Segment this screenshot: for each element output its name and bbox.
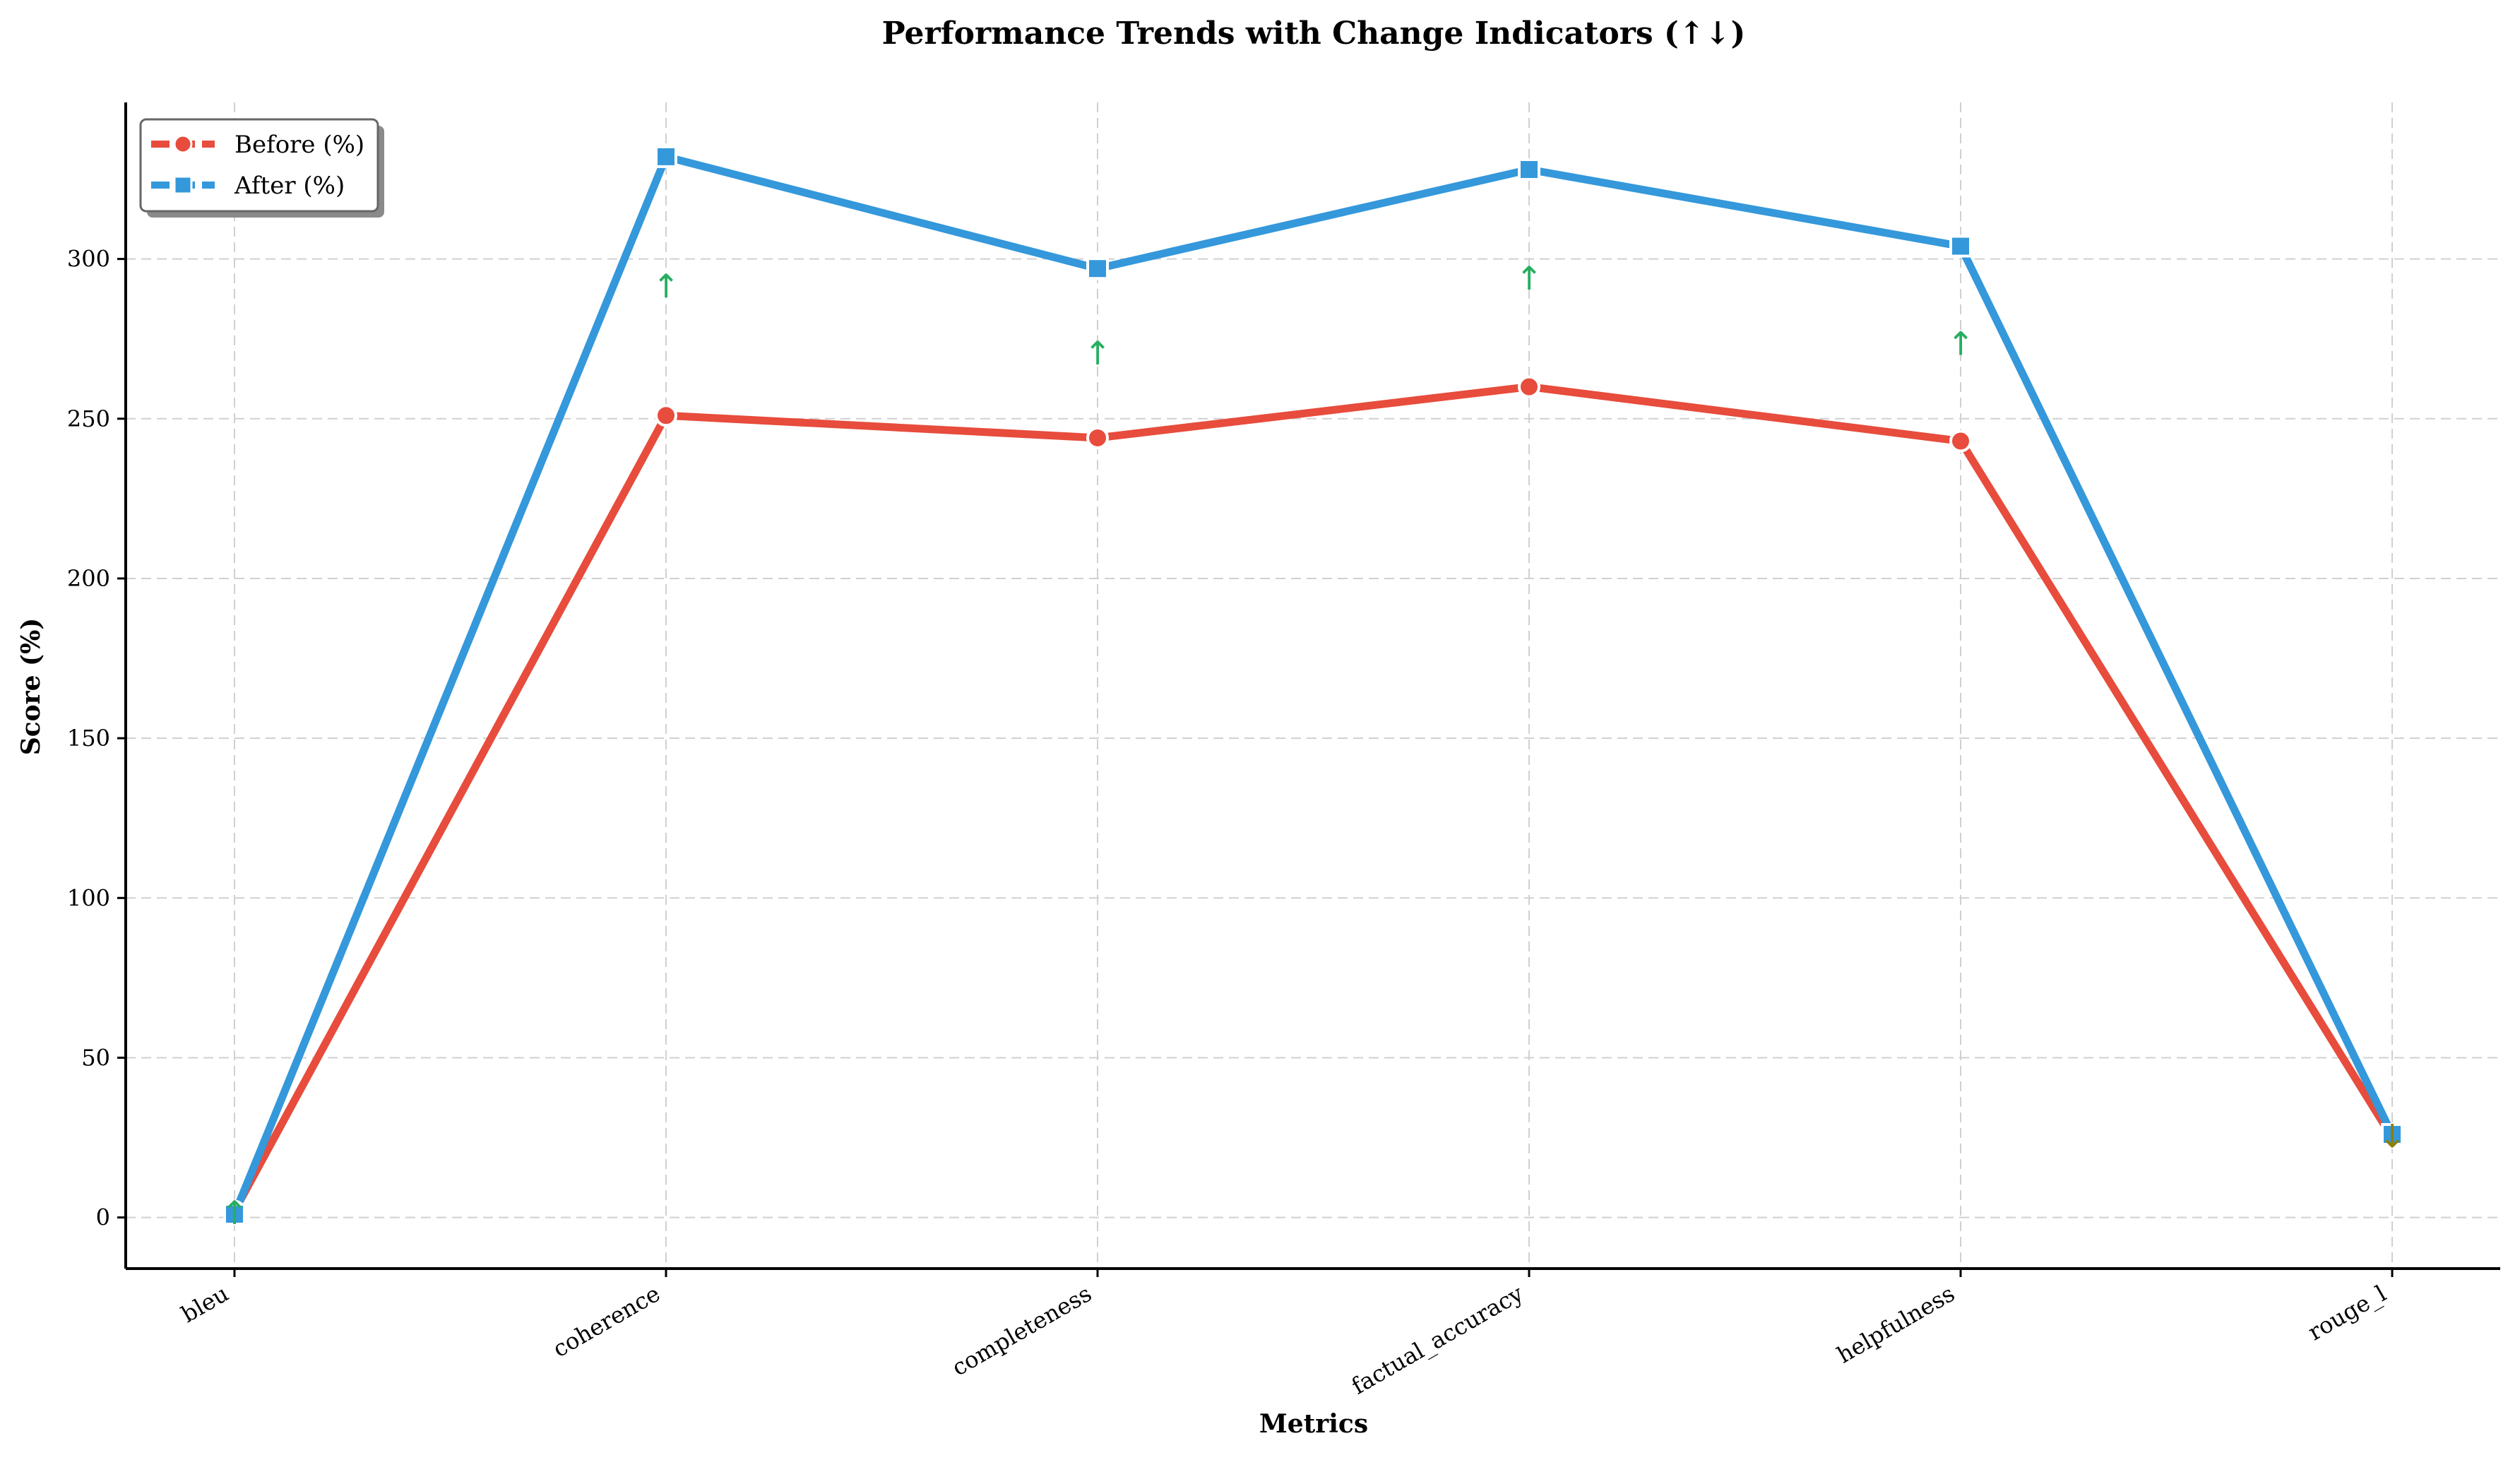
data-point-before [1949,429,1972,453]
data-point-after [2381,1123,2403,1146]
change-indicator-arrow: ↑ [1947,325,1975,363]
legend-marker-before [173,134,193,154]
change-indicator-arrow: ↓ [2379,1117,2406,1155]
change-indicator-arrow: ↑ [653,267,680,305]
data-point-before [655,404,677,427]
y-ticks: 0 50 100 150 200 250 300 [67,246,126,1231]
change-indicator-arrow: ↑ [1084,334,1112,372]
x-axis-label: Metrics [1259,1409,1368,1439]
legend-marker-after [173,175,193,195]
y-tick-label: 250 [67,405,110,432]
data-point-after [1086,257,1109,280]
y-axis-label: Score (%) [16,618,46,756]
data-point-before [1518,375,1540,398]
change-indicators: ↑ ↑ ↑ ↑ ↑ ↓ [221,259,2406,1232]
legend-box [139,118,379,213]
legend-label-before: Before (%) [234,131,364,159]
data-point-after [1949,235,1972,258]
grid [126,102,2500,1269]
y-tick-label: 0 [96,1204,110,1231]
y-tick-label: 50 [81,1044,110,1071]
y-tick-label: 100 [67,884,110,911]
change-indicator-arrow: ↑ [1516,259,1543,297]
change-indicator-arrow: ↑ [221,1194,249,1232]
series-line-before [230,383,2396,1216]
series-line-after [230,153,2396,1218]
data-point-after [1518,158,1540,181]
data-point-after [655,145,677,168]
y-tick-label: 300 [67,246,110,273]
legend-label-after: After (%) [234,172,345,200]
data-point-before [1086,426,1109,449]
data-point-after [223,1203,246,1226]
chart-title: Performance Trends with Change Indicator… [882,16,1746,52]
y-tick-label: 150 [67,725,110,752]
y-tick-label: 200 [67,565,110,592]
legend: Before (%) After (%) [139,118,384,218]
series [223,145,2403,1226]
